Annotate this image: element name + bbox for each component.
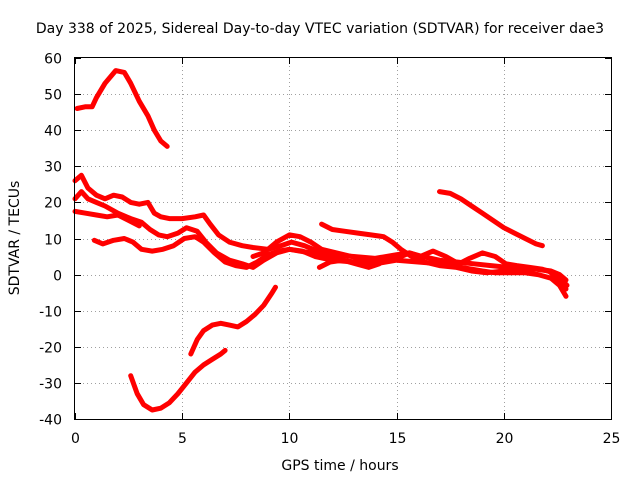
tick-marks (75, 58, 612, 420)
x-tick-label: 5 (178, 431, 187, 447)
x-tick-label: 25 (603, 431, 621, 447)
y-tick-label: 60 (44, 52, 62, 68)
series-line-track-e (91, 234, 378, 270)
x-tick-labels: 0 5 10 15 20 25 (71, 431, 620, 447)
y-axis-label: SDTVAR / TECUs (7, 181, 23, 296)
y-tick-label: 50 (44, 88, 62, 104)
series-line-track-j (188, 284, 278, 357)
series-line-track-d (72, 208, 142, 229)
series-line-track-i (437, 189, 545, 249)
y-tick-labels: -40 -30 -20 -10 0 10 20 30 40 50 60 (39, 52, 62, 429)
series-line-track-f (250, 232, 570, 288)
series-line-track-a (74, 68, 170, 149)
chart-title: Day 338 of 2025, Sidereal Day-to-day VTE… (36, 21, 604, 37)
y-tick-label: 10 (44, 233, 62, 249)
series-group (72, 68, 570, 413)
y-tick-label: 0 (53, 269, 62, 285)
y-tick-label: 30 (44, 160, 62, 176)
series-line-track-h (316, 257, 382, 270)
x-tick-label: 10 (281, 431, 299, 447)
y-tick-label: -20 (39, 341, 62, 357)
plot-frame (74, 57, 612, 420)
y-tick-label: 40 (44, 124, 62, 140)
x-tick-label: 20 (496, 431, 514, 447)
x-tick-label: 0 (71, 431, 80, 447)
y-tick-label: 20 (44, 196, 62, 212)
series-line-track-k (128, 347, 228, 413)
series-line-track-g (319, 221, 569, 292)
x-axis-label: GPS time / hours (281, 458, 398, 474)
y-tick-label: -30 (39, 377, 62, 393)
y-tick-label: -10 (39, 305, 62, 321)
series-line-track-b (72, 172, 569, 283)
grid (75, 58, 611, 419)
y-tick-label: -40 (39, 413, 62, 429)
x-tick-label: 15 (389, 431, 407, 447)
